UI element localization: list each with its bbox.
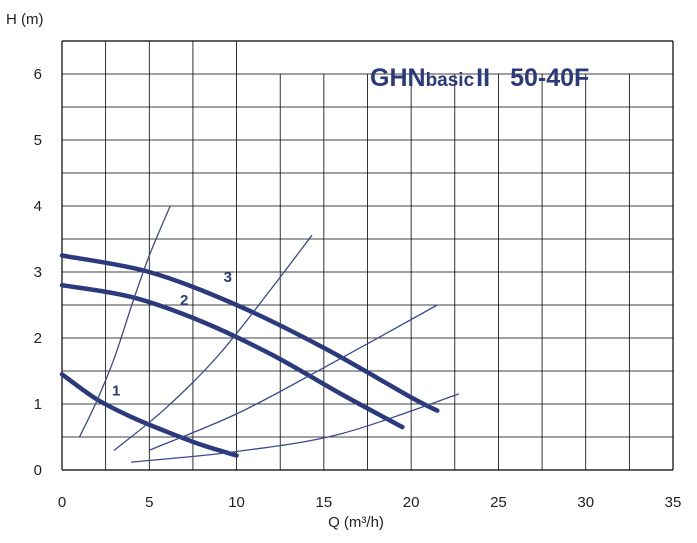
x-tick-label: 30 <box>577 494 594 511</box>
y-tick-label: 5 <box>34 132 42 149</box>
chart-title: GHNbasicII 50-40F <box>370 64 589 92</box>
x-tick-label: 35 <box>665 494 682 511</box>
x-tick-label: 10 <box>228 494 245 511</box>
title-suffix: II <box>476 64 490 92</box>
title-model: 50-40F <box>510 64 589 92</box>
pump-curve-1 <box>59 372 239 458</box>
curve-label-3: 3 <box>224 269 232 286</box>
pump-curve-3 <box>59 253 440 413</box>
system-curve-5 <box>148 304 438 451</box>
y-tick-label: 3 <box>34 264 42 281</box>
x-tick-label: 15 <box>316 494 333 511</box>
x-tick-labels: 0 5 10 15 20 25 30 35 <box>58 494 682 511</box>
x-tick-label: 5 <box>145 494 153 511</box>
title-main: GHN <box>370 64 426 92</box>
series-layer <box>59 205 459 463</box>
y-tick-labels: 0 1 2 3 4 5 6 <box>34 66 42 479</box>
system-curve-4 <box>113 235 313 451</box>
y-tick-label: 4 <box>34 198 42 215</box>
pump-curve-2 <box>59 282 405 430</box>
x-tick-label: 20 <box>403 494 420 511</box>
y-axis-label: H (m) <box>6 11 44 28</box>
x-tick-label: 25 <box>490 494 507 511</box>
curve-labels: 1 2 3 <box>112 269 232 400</box>
y-tick-label: 2 <box>34 330 42 347</box>
title-sub: basic <box>426 70 475 91</box>
y-tick-label: 6 <box>34 66 42 83</box>
y-tick-label: 0 <box>34 462 42 479</box>
x-tick-label: 0 <box>58 494 66 511</box>
grid-layer <box>61 40 674 471</box>
y-tick-label: 1 <box>34 396 42 413</box>
system-curve-3 <box>78 205 171 438</box>
system-curve-6 <box>131 393 459 463</box>
curve-label-2: 2 <box>180 292 188 309</box>
x-axis-label: Q (m³/h) <box>328 514 384 531</box>
curve-label-1: 1 <box>112 382 120 399</box>
